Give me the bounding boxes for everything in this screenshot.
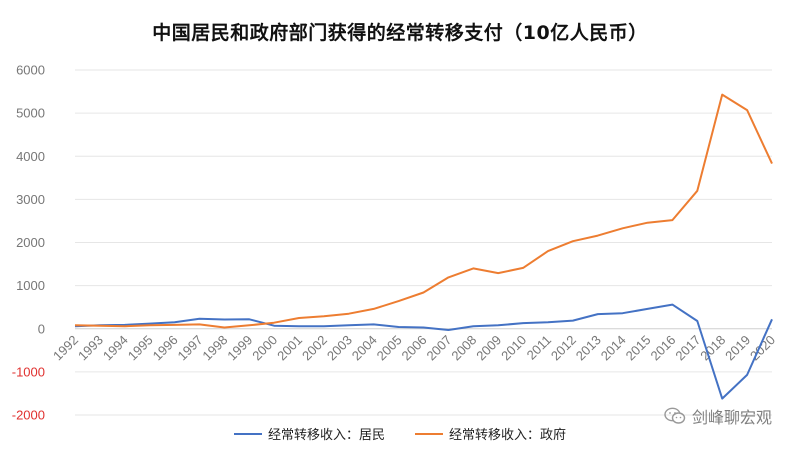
y-tick-label: 1000: [16, 278, 45, 293]
x-tick-label: 1998: [199, 332, 230, 363]
series-line-residents: [74, 303, 773, 400]
x-tick-label: 2008: [448, 332, 479, 363]
x-tick-label: 1996: [150, 332, 181, 363]
legend-swatch-residents: [233, 432, 262, 435]
series-line-government: [74, 93, 773, 329]
series-layer: [74, 93, 773, 400]
chart-title: 中国居民和政府部门获得的经常转移支付（10亿人民币）: [152, 22, 648, 44]
x-tick-label: 2000: [249, 332, 280, 363]
x-tick-label: 2002: [299, 332, 330, 363]
x-axis-ticks: 1992199319941995199619971998199920002001…: [50, 332, 778, 363]
x-tick-label: 1997: [175, 332, 206, 363]
y-tick-label: 2000: [16, 235, 45, 250]
y-tick-label: 5000: [16, 106, 45, 121]
x-tick-label: 1993: [75, 332, 106, 363]
legend-swatch-government: [415, 432, 443, 435]
x-tick-label: 2003: [324, 332, 355, 363]
y-tick-label: -1000: [12, 364, 45, 379]
watermark-text: 剑峰聊宏观: [691, 408, 772, 427]
y-tick-label: 4000: [16, 149, 45, 164]
legend-item-government: 经常转移收入：政府: [415, 424, 566, 443]
x-tick-label: 2009: [473, 332, 504, 363]
watermark: 剑峰聊宏观: [664, 404, 772, 428]
legend-label-government: 经常转移收入：政府: [449, 428, 567, 443]
x-tick-label: 2013: [573, 332, 604, 363]
x-tick-label: 2007: [423, 332, 454, 363]
x-tick-label: 1999: [224, 332, 255, 363]
x-tick-label: 1995: [125, 332, 156, 363]
x-tick-label: 2010: [498, 332, 529, 363]
wechat-icon: [664, 407, 686, 424]
y-tick-label: 0: [38, 321, 45, 336]
y-tick-label: -2000: [12, 408, 45, 423]
legend: 经常转移收入：居民 经常转移收入：政府: [0, 424, 800, 443]
x-tick-label: 1994: [100, 332, 131, 363]
x-tick-label: 2012: [548, 332, 579, 363]
legend-item-residents: 经常转移收入：居民: [233, 424, 385, 443]
x-tick-label: 2011: [524, 332, 554, 362]
grid-layer: [75, 69, 772, 416]
x-tick-label: 2015: [623, 332, 654, 363]
x-tick-label: 2001: [274, 332, 305, 363]
x-tick-label: 2017: [672, 332, 703, 363]
y-tick-label: 3000: [16, 192, 45, 207]
y-tick-label: 6000: [16, 63, 45, 78]
x-tick-label: 2020: [747, 332, 778, 363]
x-tick-label: 2005: [374, 332, 405, 363]
x-tick-label: 2019: [722, 332, 753, 363]
y-axis-ticks: -2000 -1000 0 1000 2000 3000 4000 5000 6000: [12, 63, 45, 423]
x-tick-label: 2006: [399, 332, 430, 363]
x-tick-label: 2014: [598, 332, 629, 363]
x-tick-label: 1992: [50, 332, 81, 363]
x-tick-label: 2004: [349, 332, 380, 363]
legend-label-residents: 经常转移收入：居民: [267, 428, 385, 443]
x-tick-label: 2016: [647, 332, 678, 363]
